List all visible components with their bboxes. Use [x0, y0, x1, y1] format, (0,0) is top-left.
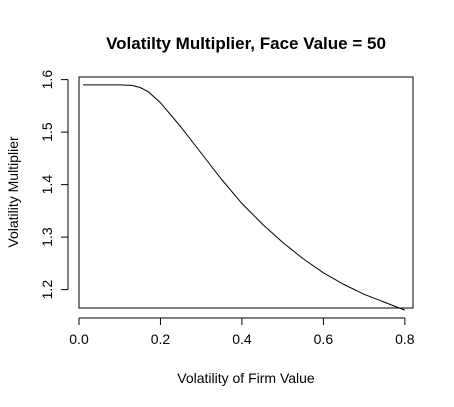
y-axis: 1.2 1.3 1.4 1.5 1.6 — [39, 70, 69, 300]
plot-frame — [78, 76, 414, 309]
x-axis-label: Volatility of Firm Value — [177, 370, 315, 386]
x-tick-label: 0.8 — [395, 331, 415, 347]
y-axis-label: Volatility Multiplier — [5, 136, 21, 248]
y-tick-label: 1.4 — [39, 175, 55, 195]
x-tick-label: 0.4 — [232, 331, 252, 347]
y-tick-label: 1.5 — [39, 122, 55, 142]
series-line — [83, 84, 406, 311]
x-axis: 0.0 0.2 0.4 0.6 0.8 — [69, 317, 415, 347]
y-tick-label: 1.6 — [39, 70, 55, 90]
x-tick-label: 0.6 — [314, 331, 334, 347]
x-tick-label: 0.0 — [69, 331, 89, 347]
chart-title: Volatilty Multiplier, Face Value = 50 — [106, 34, 386, 53]
x-tick-label: 0.2 — [151, 331, 171, 347]
y-tick-label: 1.3 — [39, 227, 55, 247]
y-tick-label: 1.2 — [39, 280, 55, 300]
